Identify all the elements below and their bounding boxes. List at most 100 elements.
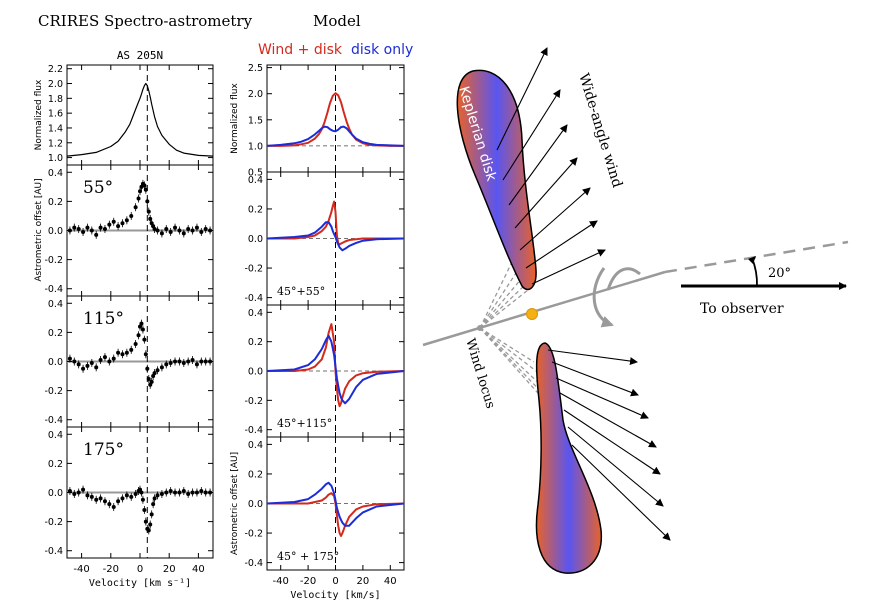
data-point (81, 487, 86, 492)
data-point (143, 187, 148, 192)
data-point (85, 363, 90, 368)
y-tick-label: 1.0 (48, 153, 63, 164)
data-point (190, 228, 195, 233)
data-point (208, 359, 213, 364)
series-line (267, 492, 405, 537)
data-point (89, 494, 94, 499)
wind-arrows-upper (496, 47, 606, 285)
x-tick-label: -40 (273, 576, 289, 587)
data-point (138, 189, 142, 194)
data-point (116, 499, 121, 504)
y-tick-label: -0.4 (244, 558, 263, 569)
y-tick-label: 0.2 (248, 204, 263, 215)
y-axis-label: Normalized flux (34, 79, 44, 150)
data-point (107, 222, 112, 227)
data-point (186, 359, 191, 364)
y-tick-label: 0.0 (48, 357, 63, 368)
wind-label: Wide-angle wind (575, 71, 625, 189)
data-point (164, 490, 169, 495)
y-tick-label: 1.0 (248, 141, 263, 152)
data-point (133, 491, 138, 496)
x-axis-label: Velocity [km s⁻¹] (89, 578, 191, 589)
data-point (152, 496, 157, 501)
y-tick-label: 0.2 (248, 469, 263, 480)
angle-label: 45°+55° (277, 285, 325, 298)
chart-panels: 1.0 1.2 1.4 1.6 1.8 2.0 2.2 AS 205N Normalized f… (34, 49, 405, 601)
x-tick-label: 0 (332, 576, 338, 587)
series-line (267, 200, 404, 246)
y-tick-label: 0.2 (248, 337, 263, 348)
data-point (143, 352, 148, 357)
data-point (107, 359, 112, 364)
data-point (81, 366, 86, 371)
y-tick-label: -0.2 (244, 264, 263, 275)
data-point (111, 505, 116, 510)
data-point (151, 502, 156, 507)
x-tick-label: -40 (73, 564, 89, 575)
data-point (139, 321, 144, 326)
y-tick-label: 0.0 (248, 499, 263, 510)
chart-panel-obs-flux: 1.0 1.2 1.4 1.6 1.8 2.0 2.2 AS 205N Normalized f… (34, 49, 214, 166)
data-point (76, 227, 81, 232)
data-point (208, 490, 213, 495)
chart-panel-model-55: -0.4 -0.2 0.0 0.2 0.4 45°+55° (244, 171, 405, 306)
y-tick-label: 0.0 (48, 488, 63, 499)
angle-label: 45°+115° (277, 417, 332, 430)
data-point (94, 497, 99, 502)
data-point (67, 228, 72, 233)
data-point (155, 493, 160, 498)
chart-panel-obs-115: -0.4 -0.2 0.0 0.2 0.4 115° (44, 295, 214, 428)
data-point (76, 362, 81, 367)
data-point (177, 228, 182, 233)
data-point (146, 209, 151, 214)
data-point (194, 490, 199, 495)
data-point (146, 528, 151, 533)
data-point (133, 342, 138, 347)
data-point (164, 362, 169, 367)
angle-label: 45° + 175° (277, 550, 339, 563)
data-point (72, 491, 77, 496)
data-point (124, 350, 129, 355)
data-point (94, 232, 99, 237)
data-point (173, 490, 178, 495)
angle-label: 55° (83, 178, 113, 198)
y-tick-label: -0.4 (44, 284, 63, 295)
data-point (168, 229, 173, 234)
data-point (81, 229, 86, 234)
y-tick-label: 0.4 (48, 430, 63, 441)
data-point (85, 225, 90, 230)
data-point (159, 491, 164, 496)
data-point (102, 227, 107, 232)
series-line (66, 82, 214, 157)
model-title: Model (313, 12, 361, 30)
y-tick-label: 2.2 (48, 64, 63, 75)
data-point (76, 490, 81, 495)
y-tick-label: 0.4 (248, 308, 263, 319)
data-point (72, 225, 77, 230)
data-point (67, 356, 72, 361)
data-point (148, 216, 153, 221)
y-tick-label: -0.2 (44, 386, 63, 397)
x-tick-label: 0 (137, 564, 143, 575)
y-tick-label: 0.2 (48, 459, 63, 470)
series-line (267, 323, 405, 408)
y-tick-label: 2.5 (248, 63, 263, 74)
y-axis-label: Normalized flux (230, 83, 240, 154)
wind-locus-point (477, 325, 483, 331)
data-point (102, 355, 107, 360)
chart-panel-obs-55: -0.4 -0.2 0.0 0.2 0.4 Astrometric offset [AU]… (34, 164, 214, 297)
x-tick-label: 20 (163, 564, 176, 575)
data-point (116, 350, 121, 355)
observer-label: To observer (700, 301, 784, 317)
y-tick-label: 0.4 (48, 299, 63, 310)
y-tick-label: 0.2 (48, 197, 63, 208)
series-line (266, 221, 405, 252)
x-tick-label: -20 (300, 576, 316, 587)
data-point (116, 224, 121, 229)
chart-panel-model-115: -0.4 -0.2 0.0 0.2 0.4 45°+115° (244, 304, 405, 438)
wind-arrows-lower (547, 349, 671, 541)
data-point (120, 352, 125, 357)
data-point (107, 502, 112, 507)
